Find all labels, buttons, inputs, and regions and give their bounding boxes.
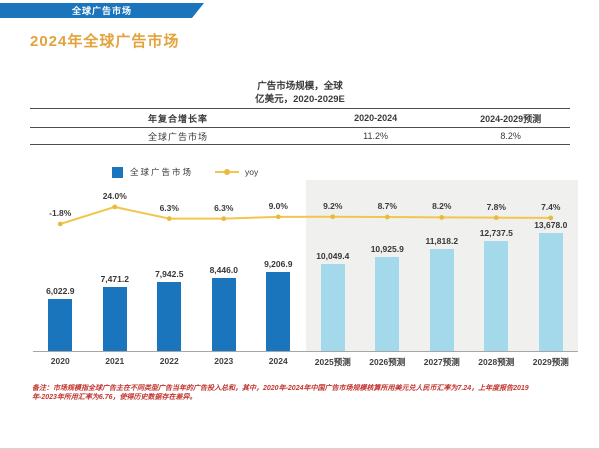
bar-2025预测 bbox=[320, 264, 345, 351]
bar-2027预测 bbox=[429, 249, 454, 351]
cagr-header-metric: 年复合增长率 bbox=[148, 113, 209, 124]
cagr-value-2024-2029: 8.2% bbox=[500, 131, 521, 141]
bar-2028预测 bbox=[484, 241, 509, 351]
cagr-row-label: 全球广告市场 bbox=[148, 131, 209, 142]
x-axis-label-2020: 2020 bbox=[50, 356, 70, 366]
bar-value-label: 11,818.2 bbox=[425, 236, 459, 247]
cagr-header-2024-2029: 2024-2029预测 bbox=[480, 113, 542, 124]
yoy-value-label: 9.2% bbox=[323, 200, 343, 211]
yoy-point bbox=[166, 216, 172, 222]
yoy-value-label: 7.8% bbox=[486, 201, 506, 212]
yoy-point bbox=[221, 216, 227, 222]
bar-value-label: 6,022.9 bbox=[46, 286, 75, 297]
bar-value-label: 10,049.4 bbox=[316, 251, 350, 262]
yoy-value-label: 7.4% bbox=[541, 201, 561, 212]
yoy-value-label: -1.8% bbox=[49, 207, 72, 218]
yoy-point bbox=[57, 221, 63, 227]
bar-2021 bbox=[102, 286, 127, 351]
yoy-point bbox=[330, 214, 336, 220]
footnote: 备注：市场规模指全球广告主在不同类型广告当年的广告投入总和，其中，2020年-2… bbox=[32, 384, 577, 402]
yoy-value-label: 24.0% bbox=[102, 190, 127, 201]
x-axis-label-2024: 2024 bbox=[268, 356, 288, 366]
x-axis-label-2028预测: 2028预测 bbox=[478, 357, 515, 367]
cagr-header-2020-2024: 2020-2024 bbox=[354, 113, 398, 123]
yoy-value-label: 8.7% bbox=[377, 201, 397, 212]
cagr-value-2020-2024: 11.2% bbox=[363, 131, 389, 141]
bar-2024 bbox=[266, 271, 291, 351]
cagr-table-data-row: 全球广告市场 11.2% 8.2% bbox=[30, 128, 570, 145]
bar-value-label: 7,471.2 bbox=[100, 273, 129, 284]
bar-value-label: 7,942.5 bbox=[155, 269, 184, 280]
x-axis-label-2023: 2023 bbox=[214, 356, 234, 366]
section-tab-label: 全球广告市场 bbox=[71, 6, 132, 16]
legend-bar-swatch bbox=[112, 166, 123, 178]
yoy-value-label: 6.3% bbox=[214, 202, 234, 213]
bar-line-chart: 6,022.9 7,471.2 7,942.5 8,446.0 9,206.9 10,04… bbox=[33, 180, 578, 352]
chart-legend: 全球广告市场 yoy bbox=[112, 166, 258, 178]
legend-line-label: yoy bbox=[245, 167, 259, 177]
page-title: 2024年全球广告市场 bbox=[30, 33, 180, 50]
yoy-point bbox=[384, 214, 390, 220]
footnote-line-1: 备注：市场规模指全球广告主在不同类型广告当年的广告投入总和，其中，2020年-2… bbox=[32, 385, 529, 392]
yoy-point bbox=[493, 215, 499, 221]
x-axis-label-2022: 2022 bbox=[159, 356, 179, 366]
cagr-table-header-row: 年复合增长率 2020-2024 2024-2029预测 bbox=[30, 109, 570, 128]
bar-value-label: 9,206.9 bbox=[264, 258, 293, 269]
yoy-point bbox=[112, 204, 118, 210]
legend-line-swatch bbox=[215, 169, 240, 175]
x-axis-label-2027预测: 2027预测 bbox=[423, 357, 460, 367]
bar-value-label: 10,925.9 bbox=[370, 243, 404, 254]
legend-bar-label: 全球广告市场 bbox=[130, 167, 194, 177]
bar-2023 bbox=[211, 278, 236, 351]
cagr-table: 年复合增长率 2020-2024 2024-2029预测 全球广告市场 11.2… bbox=[30, 108, 570, 145]
bar-2020 bbox=[48, 299, 73, 351]
x-axis-label-2026预测: 2026预测 bbox=[369, 357, 406, 367]
bar-2026预测 bbox=[375, 256, 400, 351]
chart-unit-label: 亿美元，2020-2029E bbox=[255, 94, 345, 105]
x-axis-label-2021: 2021 bbox=[105, 356, 125, 366]
yoy-line bbox=[57, 204, 554, 227]
x-axis-label-2029预测: 2029预测 bbox=[532, 357, 569, 367]
footnote-line-2: 年-2023年所用汇率为6.76，使得历史数据存在差异。 bbox=[32, 394, 197, 401]
yoy-polyline bbox=[59, 205, 551, 225]
bar-2022 bbox=[157, 282, 182, 351]
bar-value-label: 8,446.0 bbox=[209, 265, 238, 276]
bar-value-label: 12,737.5 bbox=[479, 228, 513, 239]
yoy-value-label: 6.3% bbox=[159, 202, 179, 213]
yoy-point bbox=[548, 215, 554, 221]
section-tab: 全球广告市场 bbox=[0, 3, 204, 18]
bar-2029预测 bbox=[538, 233, 563, 351]
chart-header: 广告市场规模，全球 亿美元，2020-2029E bbox=[0, 80, 600, 106]
yoy-value-label: 9.0% bbox=[268, 200, 288, 211]
yoy-value-label: 8.2% bbox=[432, 201, 452, 212]
yoy-point bbox=[439, 214, 445, 220]
chart-title: 广告市场规模，全球 bbox=[257, 81, 343, 92]
x-axis: 2020 2021 2022 2023 2024 2025预测 2026预测 2027预测 20… bbox=[33, 356, 578, 369]
legend-line-marker bbox=[224, 169, 231, 175]
yoy-point bbox=[275, 214, 281, 220]
x-axis-label-2025预测: 2025预测 bbox=[314, 357, 351, 367]
bar-value-label: 13,678.0 bbox=[534, 220, 568, 230]
